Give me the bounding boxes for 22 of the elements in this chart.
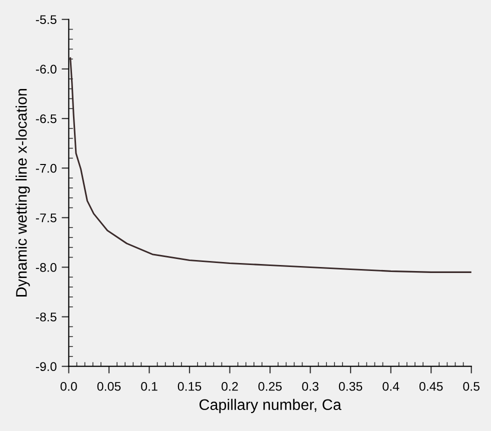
x-tick-label: 0.3 <box>302 382 318 391</box>
x-tick-label: 0.45 <box>419 382 443 391</box>
x-tick-label: 0.35 <box>338 382 362 391</box>
y-tick-label: -8.5 <box>36 312 56 322</box>
line-series <box>70 57 472 273</box>
y-tick-label: -6.5 <box>36 114 56 124</box>
y-tick-label: -6.0 <box>36 64 56 74</box>
x-tick-label: 0.4 <box>382 382 400 391</box>
x-tick-label: 0.1 <box>141 382 158 391</box>
x-tick-label: 0.0 <box>60 382 77 391</box>
x-tick-label: 0.2 <box>222 382 238 391</box>
y-tick-label: -7.5 <box>36 214 56 222</box>
y-tick-label: -7.0 <box>36 164 56 173</box>
x-tick-label: 0.25 <box>258 382 282 391</box>
x-tick-label: 0.15 <box>178 382 202 391</box>
x-axis-title: Capillary number, Ca <box>200 398 342 414</box>
y-tick-label: -8.0 <box>36 263 56 272</box>
x-tick-label: 0.05 <box>97 382 121 391</box>
x-tick-label: 0.5 <box>463 382 480 391</box>
y-tick-label: -5.5 <box>36 15 56 24</box>
y-axis-title: Dynamic wetting line x-location <box>16 88 30 296</box>
y-tick-label: -9.0 <box>36 362 56 371</box>
